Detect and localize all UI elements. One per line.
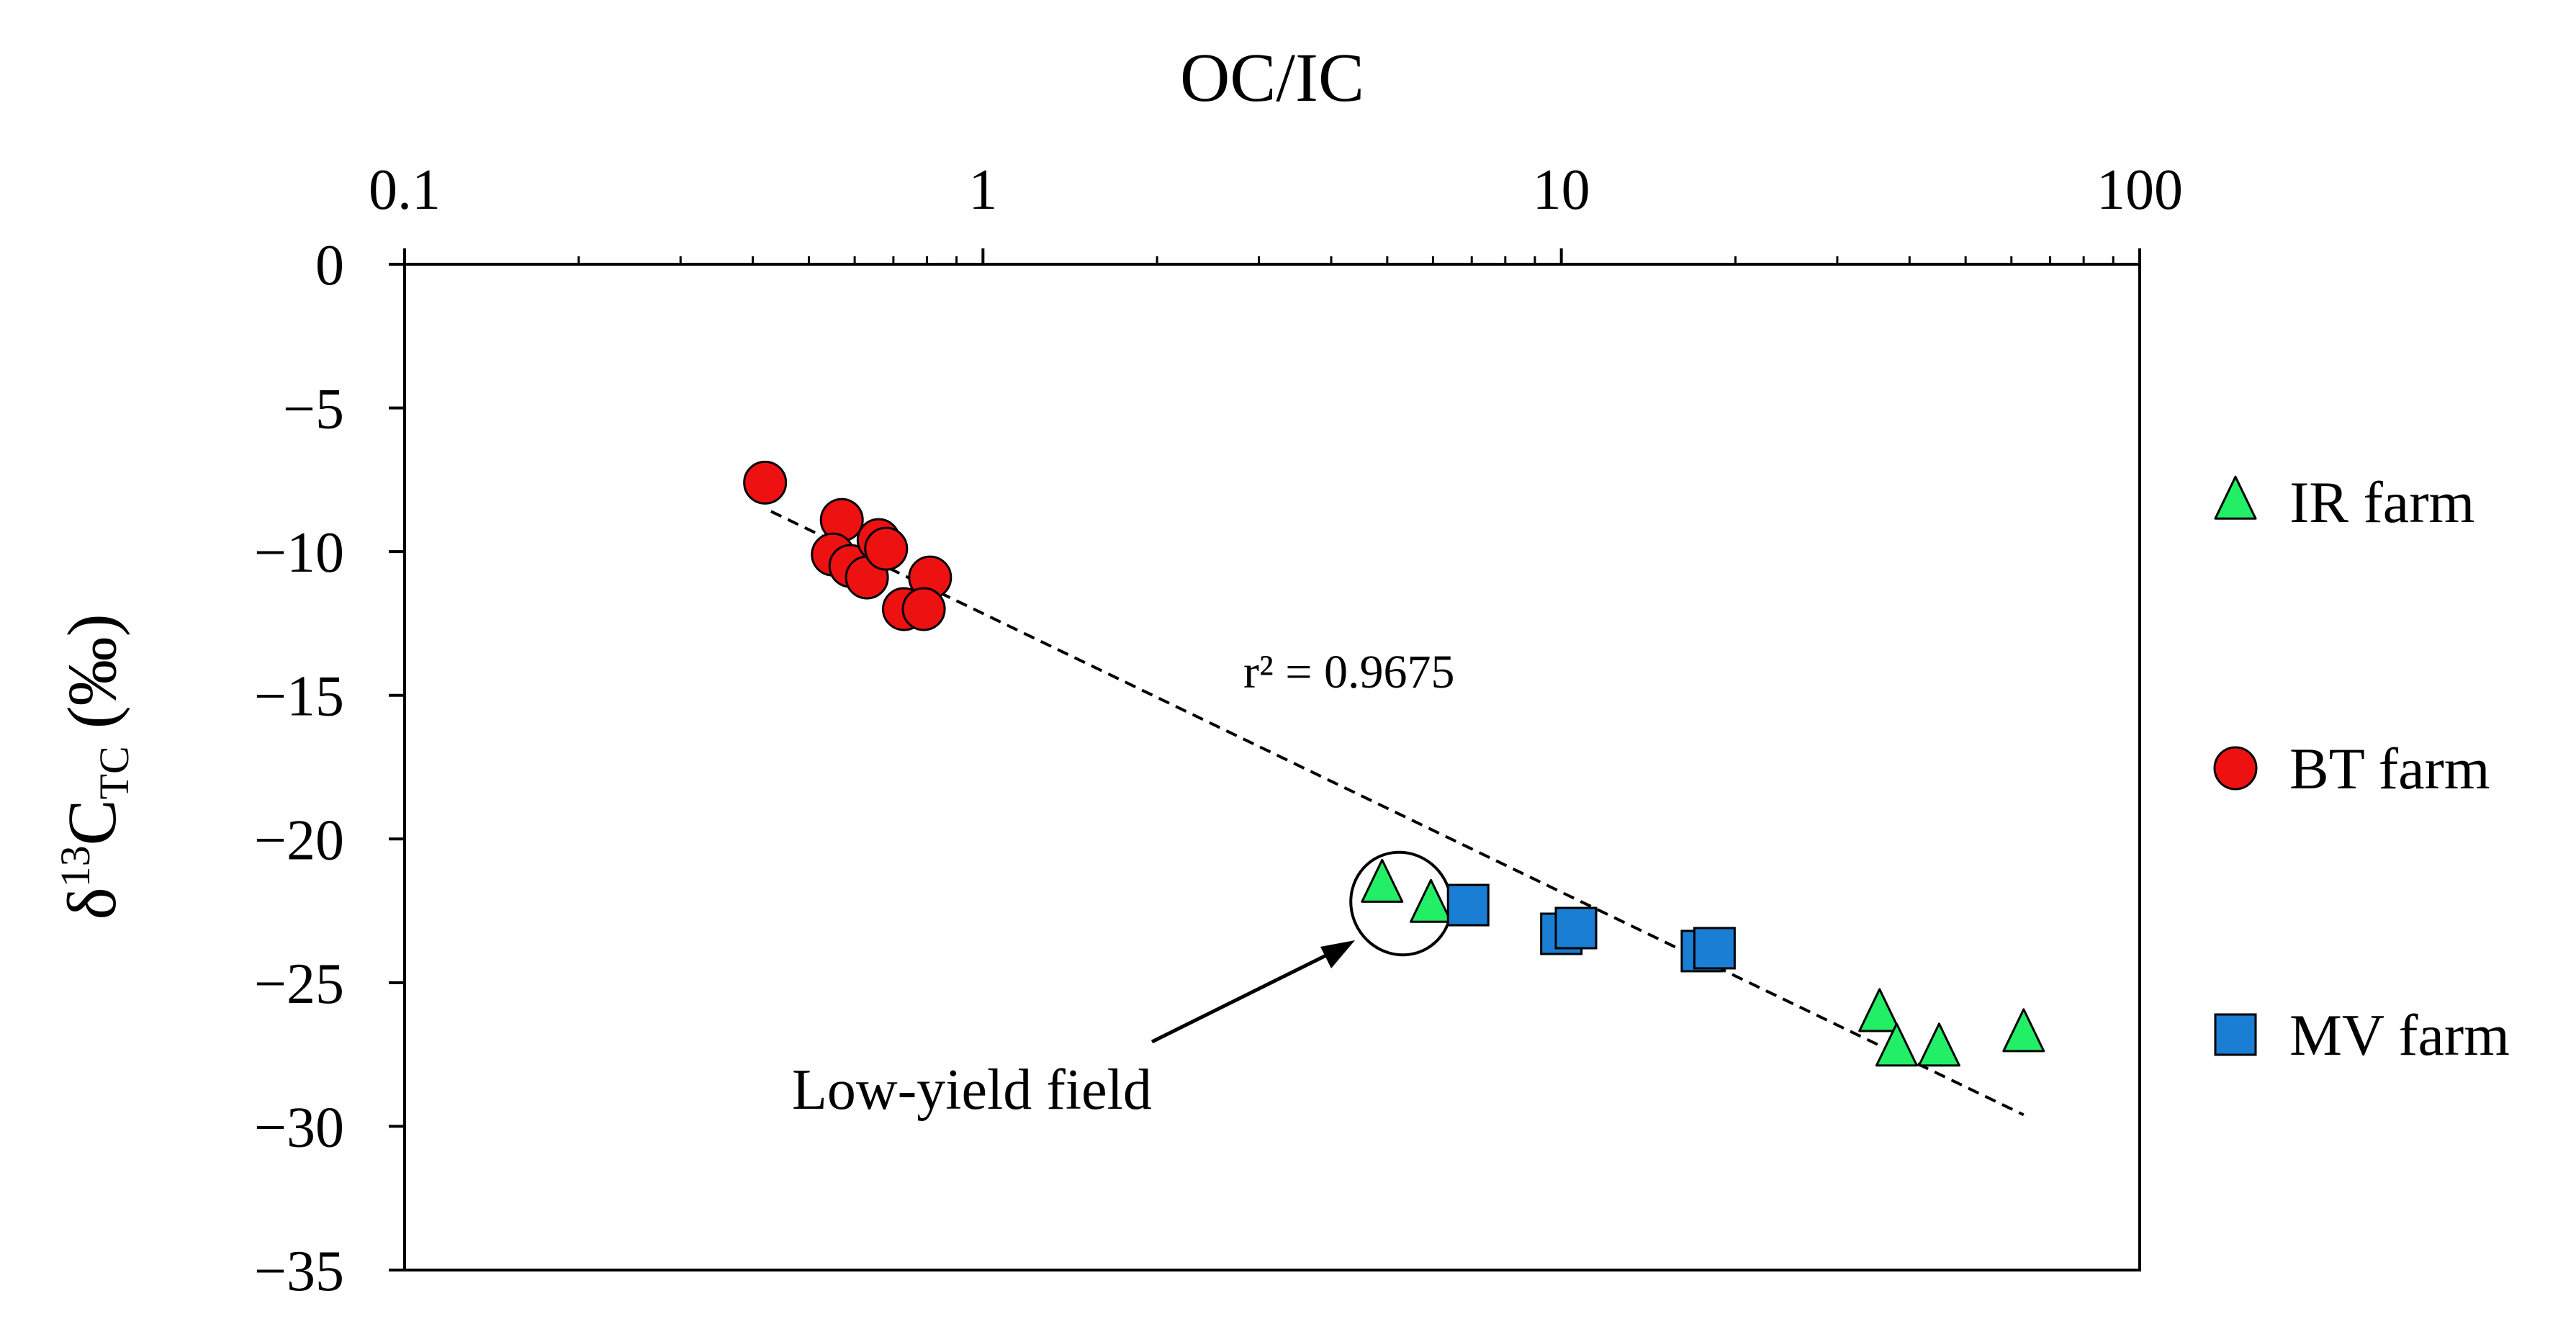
y-tick-label: −5 bbox=[283, 378, 344, 441]
x-tick-label: 100 bbox=[2097, 158, 2183, 222]
bt-farm-point bbox=[864, 526, 909, 571]
legend-label-mv-farm: MV farm bbox=[2289, 1002, 2510, 1068]
x-tick-label: 0.1 bbox=[369, 158, 441, 222]
x-axis: 0.1 1 10 100 bbox=[369, 158, 2183, 264]
annotation-label: Low-yield field bbox=[792, 1058, 1152, 1122]
y-tick-label: −15 bbox=[254, 665, 344, 729]
bt-farm-point bbox=[743, 460, 788, 505]
legend-marker-mv-farm bbox=[2214, 1013, 2257, 1056]
mv-farm-point bbox=[1693, 927, 1736, 970]
y-axis-title-sub: TC bbox=[91, 746, 138, 799]
x-axis-title: OC/IC bbox=[1180, 39, 1364, 116]
y-tick-label: −10 bbox=[254, 521, 344, 585]
y-axis-title-sup: 13 bbox=[52, 845, 99, 887]
bt-farm-point bbox=[901, 587, 946, 631]
ir-farm-point bbox=[1410, 878, 1453, 923]
ir-farm-point bbox=[1858, 988, 1901, 1032]
y-tick-label: −30 bbox=[254, 1096, 344, 1159]
trendline bbox=[770, 510, 2025, 1117]
y-tick-label: −20 bbox=[254, 809, 344, 872]
legend-label-bt-farm: BT farm bbox=[2289, 736, 2490, 801]
data-points bbox=[743, 460, 2045, 1067]
y-axis-title: δ13CTC (‰) bbox=[52, 613, 138, 919]
legend-marker-ir-farm bbox=[2214, 475, 2257, 520]
legend-label-ir-farm: IR farm bbox=[2289, 469, 2474, 535]
mv-farm-point bbox=[1554, 906, 1598, 950]
low-yield-ellipse bbox=[1349, 850, 1453, 957]
plot-area bbox=[403, 263, 2141, 1271]
ir-farm-point bbox=[1361, 858, 1404, 903]
y-tick-label: 0 bbox=[315, 234, 344, 297]
mv-farm-point bbox=[1446, 883, 1490, 927]
annotation-arrowhead bbox=[1320, 940, 1355, 968]
ir-farm-point bbox=[1917, 1022, 1960, 1067]
legend: IR farm BT farm MV farm bbox=[2213, 469, 2510, 1068]
ir-farm-point bbox=[1875, 1022, 1918, 1067]
x-tick-label: 1 bbox=[968, 158, 997, 222]
y-tick-label: −25 bbox=[254, 953, 344, 1016]
r-squared-label: r² = 0.9675 bbox=[1243, 646, 1455, 698]
annotation-arrow bbox=[1150, 947, 1341, 1044]
y-axis-title-prefix: δ bbox=[53, 887, 130, 919]
legend-marker-bt-farm bbox=[2213, 746, 2258, 791]
y-axis: 0 −5 −10 −15 −20 −25 −30 −35 bbox=[254, 234, 405, 1303]
y-axis-title-unit: (‰) bbox=[53, 613, 130, 746]
ir-farm-point bbox=[2002, 1008, 2045, 1053]
y-axis-title-main: C bbox=[53, 799, 130, 845]
x-tick-label: 10 bbox=[1533, 158, 1590, 222]
y-tick-label: −35 bbox=[254, 1240, 344, 1303]
